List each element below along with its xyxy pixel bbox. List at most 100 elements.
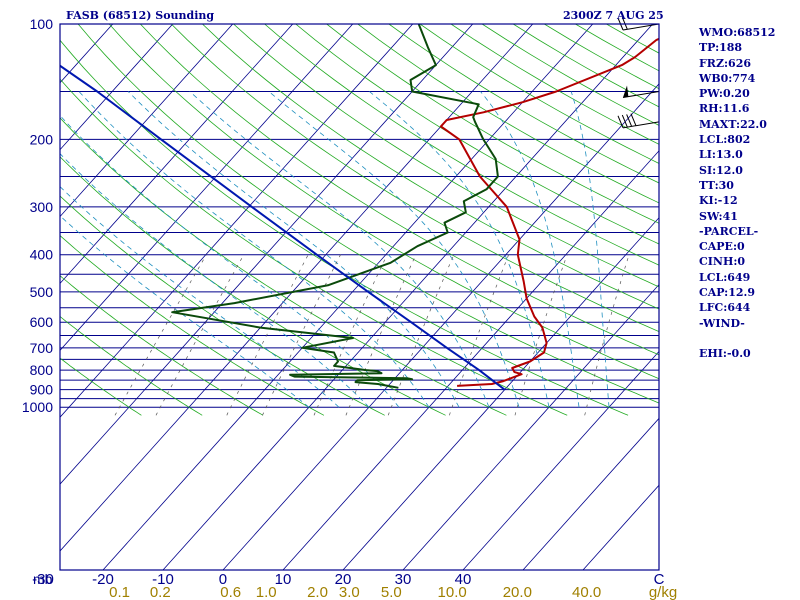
pressure-tick-label: 100 bbox=[30, 16, 54, 32]
mixing-ratio-label: 0.1 bbox=[109, 584, 130, 600]
isotherm-line bbox=[60, 24, 174, 151]
moist-adiabat bbox=[127, 91, 460, 408]
dry-adiabat bbox=[295, 24, 659, 245]
index-line: CAP:12.9 bbox=[699, 286, 756, 300]
isotherm-line bbox=[102, 24, 594, 570]
moist-adiabat bbox=[78, 91, 430, 408]
wind-barb bbox=[622, 85, 660, 98]
mixing-ratio-line bbox=[155, 254, 245, 416]
mixing-ratio-label: 10.0 bbox=[438, 584, 467, 600]
pressure-tick-label: 900 bbox=[30, 382, 54, 398]
index-line: -PARCEL- bbox=[699, 224, 759, 238]
dry-adiabat bbox=[60, 156, 446, 416]
mixing-ratio-label: 2.0 bbox=[307, 584, 328, 600]
index-line: CINH:0 bbox=[699, 255, 746, 269]
index-line: WB0:774 bbox=[699, 71, 756, 85]
temperature-tick-label: 30 bbox=[395, 571, 412, 588]
index-line: EHI:-0.0 bbox=[699, 347, 751, 361]
valid-time: 2300Z 7 AUG 25 bbox=[563, 9, 664, 22]
temperature-tick-label: -10 bbox=[152, 571, 174, 588]
index-line: MAXT:22.0 bbox=[699, 117, 767, 131]
isotherm-line bbox=[402, 283, 659, 570]
chart-axes: 1002003004005006007008009001000mb-50-40-… bbox=[22, 16, 677, 600]
mixing-ratio-label: 0.6 bbox=[220, 584, 241, 600]
dry-adiabat bbox=[60, 357, 142, 416]
mixing-ratio-line bbox=[387, 254, 455, 416]
chart-grid bbox=[60, 24, 659, 570]
moist-adiabat bbox=[60, 186, 340, 408]
index-line: PW:0.20 bbox=[699, 87, 750, 101]
chart-traces bbox=[60, 24, 659, 391]
index-line: SI:12.0 bbox=[699, 163, 743, 177]
pressure-tick-label: 1000 bbox=[22, 399, 53, 415]
pressure-tick-label: 200 bbox=[30, 131, 54, 147]
index-line: WMO:68512 bbox=[699, 26, 776, 39]
pressure-tick-label: 300 bbox=[30, 199, 54, 215]
isotherm-line bbox=[60, 24, 234, 218]
moist-adiabat bbox=[189, 91, 490, 408]
dry-adiabat bbox=[388, 24, 659, 184]
isotherm-line bbox=[60, 24, 474, 485]
index-line: TT:30 bbox=[699, 178, 734, 192]
isotherm-line bbox=[282, 150, 659, 570]
isotherm-line bbox=[462, 350, 659, 570]
plot-frame bbox=[59, 23, 660, 571]
index-line: KI:-12 bbox=[699, 194, 738, 208]
index-line: LFC:644 bbox=[699, 301, 751, 315]
mixing-ratio-line bbox=[449, 254, 510, 416]
dry-adiabat bbox=[60, 117, 507, 416]
dry-adiabat bbox=[60, 275, 264, 416]
index-line: FRZ:626 bbox=[699, 56, 752, 70]
index-line bbox=[699, 331, 775, 346]
temperature-tick-label: -30 bbox=[32, 571, 54, 588]
dewpoint-trace bbox=[171, 24, 499, 389]
dry-adiabat bbox=[60, 78, 568, 416]
wind-barbs bbox=[617, 17, 660, 129]
dry-adiabat bbox=[171, 24, 659, 333]
mixing-ratio-label: 5.0 bbox=[381, 584, 402, 600]
moist-adiabat bbox=[268, 91, 520, 408]
dry-adiabat bbox=[60, 235, 325, 416]
dry-adiabat bbox=[326, 24, 659, 224]
isotherm-line bbox=[60, 24, 534, 552]
pressure-axis-label: mb bbox=[33, 571, 53, 587]
pressure-tick-label: 700 bbox=[30, 340, 54, 356]
mixing-ratio-label: 20.0 bbox=[503, 584, 532, 600]
pressure-tick-label: 800 bbox=[30, 362, 54, 378]
temperature-axis-end-label: C bbox=[654, 571, 665, 588]
pressure-tick-label: 400 bbox=[30, 247, 54, 263]
pressure-tick-label: 600 bbox=[30, 314, 54, 330]
moist-adiabat bbox=[369, 91, 550, 408]
isotherm-line bbox=[60, 24, 294, 285]
temperature-trace bbox=[439, 37, 659, 387]
isotherm-line bbox=[222, 83, 659, 570]
mixing-ratio-label: 1.0 bbox=[256, 584, 277, 600]
dry-adiabat bbox=[108, 24, 659, 380]
dry-adiabat bbox=[60, 39, 629, 416]
mixing-ratio-label: 3.0 bbox=[339, 584, 360, 600]
dry-adiabat bbox=[60, 315, 203, 416]
isotherm-line bbox=[60, 24, 114, 84]
index-line: LI:13.0 bbox=[699, 148, 743, 162]
mixing-ratio-line bbox=[345, 254, 417, 416]
temperature-tick-label: -20 bbox=[92, 571, 114, 588]
mixing-ratio-line bbox=[114, 254, 207, 416]
temperature-tick-label: 20 bbox=[335, 571, 352, 588]
index-line: RH:11.6 bbox=[699, 102, 750, 116]
moist-adiabat bbox=[480, 91, 580, 408]
index-line: LCL:649 bbox=[699, 270, 751, 284]
isotherm-line bbox=[60, 24, 354, 351]
index-line: -WIND- bbox=[699, 316, 745, 330]
moist-adiabat bbox=[60, 153, 370, 408]
moist-adiabat bbox=[570, 91, 610, 408]
dry-adiabat bbox=[140, 24, 659, 356]
index-line: LCL:802 bbox=[699, 133, 751, 147]
mixing-ratio-line bbox=[584, 254, 630, 416]
dry-adiabat bbox=[357, 24, 659, 204]
index-line: TP:188 bbox=[699, 41, 743, 55]
station-title: FASB (68512) Sounding bbox=[66, 9, 215, 22]
isotherm-line bbox=[60, 24, 414, 418]
wind-barb bbox=[617, 113, 660, 129]
stability-indices-panel: WMO:68512 TP:188 FRZ:626 WB0:774 PW:0.20 RH:1… bbox=[699, 25, 775, 362]
